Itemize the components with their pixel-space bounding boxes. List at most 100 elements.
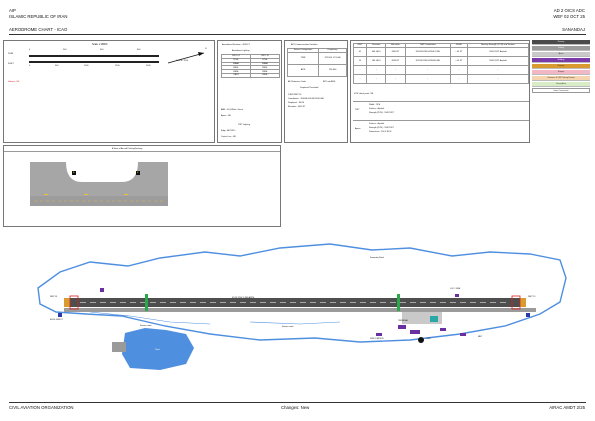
scale-tick-f2000: 2000 bbox=[146, 65, 151, 67]
service-road-label: Service road bbox=[140, 325, 152, 327]
aip-label: AIP bbox=[9, 8, 16, 13]
terminal-label: TERMINAL bbox=[398, 320, 409, 322]
rwy-cell: - bbox=[365, 73, 387, 84]
twy-spec: Width : 23 M bbox=[369, 104, 381, 106]
ad-ref-value: BP2 not AVSL bbox=[323, 81, 336, 83]
footer-amendment: AIRAC AMDT 2/25 bbox=[549, 405, 585, 410]
scale-tick-f1500: 1500 bbox=[115, 65, 120, 67]
ats-title: ATS Communication Facilities bbox=[291, 44, 318, 46]
rwy-cell: - bbox=[404, 73, 451, 84]
runway-table: RWY Direction Elevation THR Coordinates … bbox=[353, 43, 530, 84]
runway-panel: RWY Direction Elevation THR Coordinates … bbox=[350, 40, 530, 143]
building bbox=[440, 328, 446, 331]
abn-text: ABN : FLG White, Green bbox=[221, 109, 244, 111]
footer-rule bbox=[9, 402, 586, 403]
rwy-cell: 351003.29N 0470012.35E bbox=[404, 46, 451, 57]
pond-structure bbox=[112, 342, 126, 352]
pond-area bbox=[122, 328, 194, 370]
loc-dme-label: LOC / DME bbox=[450, 288, 461, 290]
building bbox=[410, 330, 420, 334]
legend-panel: Runway Taxiway Apron Building Stopway Ho… bbox=[532, 40, 590, 100]
scale-tick-m0: 0 bbox=[29, 49, 31, 51]
ats-frequency: 126.400 bbox=[318, 63, 347, 77]
page-reference: AD 2 OICS ADC bbox=[553, 8, 585, 13]
scale-tick-m200: 200 bbox=[63, 49, 67, 51]
lighting-panel: Aerodrome Elevation : 4528 FT Aerodrome … bbox=[217, 40, 282, 143]
legend-grassy-area: Grassy Area bbox=[532, 82, 590, 87]
ats-service: ATIS bbox=[286, 63, 320, 77]
parking-view-title: A View of Aircraft Parking/Docking bbox=[112, 148, 143, 150]
rwy-cell: 4528 FT bbox=[385, 55, 406, 66]
displaced-threshold-title: Displaced Threshold bbox=[300, 87, 319, 89]
scale-unit-feet: 500FT bbox=[8, 63, 14, 65]
vor-checkpoint: VOR check point : NIL bbox=[354, 93, 374, 95]
twy-edge-text: Edge : All TWYs bbox=[221, 130, 236, 132]
building bbox=[376, 333, 382, 336]
scale-tick-m400: 400 bbox=[100, 49, 104, 51]
scale-title: Scale 1:18000 bbox=[92, 43, 108, 46]
stopway-01 bbox=[64, 298, 70, 307]
service-road bbox=[249, 321, 341, 325]
scale-tick-m600: 600 bbox=[137, 49, 141, 51]
scale-panel: Scale 1:18000 200M 0 200 400 600 500FT 0… bbox=[3, 40, 215, 143]
twy-label: TWY bbox=[355, 109, 360, 111]
apron-lighting-text: Apron : NIL bbox=[221, 115, 232, 117]
rwy-cell: + 61 FT bbox=[449, 46, 468, 57]
twr-icon bbox=[418, 337, 424, 343]
legend-vfr-parking: Clearance & VFR Parking Position bbox=[532, 76, 590, 81]
rwy-cell: 55/F/C/X/T Asphalt bbox=[466, 55, 530, 66]
magnetic-variation: 13.6°E / 2014 bbox=[176, 60, 189, 62]
terminal-building bbox=[398, 325, 406, 329]
rwy01-label: RWY 01 bbox=[50, 296, 58, 298]
rwy-cell: - bbox=[449, 64, 468, 75]
legend-runway: Runway bbox=[532, 40, 590, 45]
divider bbox=[4, 151, 280, 152]
footer-organization: CIVIL AVIATION ORGANIZATION bbox=[9, 405, 74, 410]
twy-lighting-title: TWY Lighting bbox=[238, 124, 250, 126]
apron-label: Apron bbox=[355, 128, 361, 130]
rwy-cell: - bbox=[466, 73, 530, 84]
service-road bbox=[89, 311, 211, 325]
scale-bar-metres bbox=[29, 55, 159, 57]
twy-centre-text: Center Line : NIL bbox=[221, 136, 237, 138]
parallel-taxiway bbox=[64, 308, 536, 312]
scale-tick-f1000: 1000 bbox=[84, 65, 89, 67]
rwy-cell: - bbox=[385, 64, 406, 75]
divider bbox=[353, 120, 529, 121]
rwy-cell: - bbox=[466, 64, 530, 75]
legend-building: Building bbox=[532, 58, 590, 63]
footer-changes: Changes: New bbox=[281, 405, 310, 410]
threshold-marker-01 bbox=[69, 295, 79, 310]
elevation-label: ELEV 4490 FT bbox=[50, 319, 64, 321]
lighting-cell: CAPS bbox=[221, 72, 251, 78]
scale-tick-f500: 500 bbox=[55, 65, 59, 67]
service-road-label: Service road bbox=[282, 326, 294, 328]
dthr-line: Elevation : 4490 FT bbox=[288, 106, 306, 108]
road-label: Sanandaj Road bbox=[370, 257, 384, 259]
lighting-title: Aerodrome Lighting bbox=[232, 50, 250, 52]
legend-hotspot: Hotspot bbox=[532, 70, 590, 75]
apron-spec: Dimensions : 200 X 82 M bbox=[369, 131, 392, 133]
apron-spec: Surface : Asphalt bbox=[369, 123, 385, 125]
scale-unit-metres: 200M bbox=[8, 53, 14, 55]
building bbox=[460, 333, 466, 336]
twy-spec: Surface : Asphalt bbox=[369, 108, 385, 110]
dthr-line: DTHR RWY 01 bbox=[288, 94, 302, 96]
threshold-marker-19 bbox=[511, 295, 521, 310]
apron-stand-marker bbox=[430, 316, 438, 322]
rwy-cell: 184 GEO bbox=[365, 55, 387, 66]
north-label: N bbox=[205, 48, 207, 50]
approach-light-icon bbox=[58, 313, 62, 317]
twr-label: TWR bbox=[426, 338, 431, 340]
rwy-cell: - bbox=[365, 64, 387, 75]
aerodrome-elevation: Aerodrome Elevation : 4528 FT bbox=[222, 44, 250, 46]
rwy-cell: 19 bbox=[353, 55, 367, 66]
twy-spec: Strength (PCN) : 55/F/C/X/T bbox=[369, 112, 395, 114]
divider bbox=[353, 101, 529, 102]
rwy19-label: RWY 19 bbox=[528, 296, 536, 298]
dthr-line: Displaced : 100 M bbox=[288, 102, 305, 104]
ad-ref-label: AD Reference Code bbox=[288, 81, 306, 83]
rwy-cell: - bbox=[353, 73, 367, 84]
dthr-line: Coordinates : 351046.00N 0470010.00E bbox=[288, 98, 324, 100]
scale-bar-feet bbox=[29, 61, 159, 63]
